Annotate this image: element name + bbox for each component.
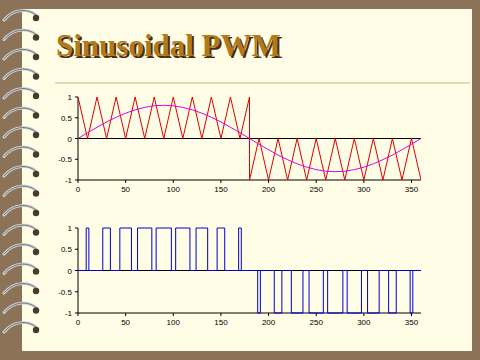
x-tick bbox=[78, 313, 79, 316]
x-tick bbox=[220, 180, 221, 183]
x-tick bbox=[220, 313, 221, 316]
plot-area bbox=[78, 228, 421, 313]
x-tick-label: 0 bbox=[76, 318, 81, 327]
x-tick bbox=[363, 313, 364, 316]
spiral-hole bbox=[33, 288, 39, 294]
x-tick-label: 250 bbox=[310, 318, 324, 327]
x-tick-label: 200 bbox=[262, 185, 276, 194]
spiral-hole bbox=[33, 112, 39, 118]
spiral-binding bbox=[4, 11, 39, 334]
y-tick-label: -1 bbox=[65, 309, 73, 318]
x-tick-label: 0 bbox=[76, 185, 81, 194]
y-tick-label: -0.5 bbox=[58, 288, 72, 297]
spiral-hole bbox=[33, 210, 39, 216]
x-tick bbox=[173, 313, 174, 316]
spiral-hole bbox=[33, 249, 39, 255]
x-tick bbox=[125, 180, 126, 183]
spiral-hole bbox=[33, 54, 39, 60]
spiral-hole bbox=[33, 190, 39, 196]
spiral-hole bbox=[33, 151, 39, 157]
y-tick-label: -1 bbox=[65, 176, 73, 185]
y-tick bbox=[75, 249, 78, 250]
spiral-hole bbox=[33, 93, 39, 99]
y-tick bbox=[75, 97, 78, 98]
series-line bbox=[78, 97, 421, 180]
x-tick bbox=[268, 180, 269, 183]
title-rule bbox=[55, 83, 470, 84]
y-tick-label: 0 bbox=[68, 135, 73, 144]
y-tick bbox=[75, 270, 78, 271]
y-tick-label: 0.5 bbox=[61, 114, 73, 123]
spiral-hole bbox=[33, 171, 39, 177]
x-tick bbox=[316, 180, 317, 183]
plot-area bbox=[78, 97, 421, 180]
x-tick bbox=[268, 313, 269, 316]
y-tick-label: 0 bbox=[68, 267, 73, 276]
x-tick-label: 200 bbox=[262, 318, 276, 327]
spiral-hole bbox=[33, 327, 39, 333]
y-tick-label: 0.5 bbox=[61, 245, 73, 254]
x-tick bbox=[363, 180, 364, 183]
x-tick bbox=[125, 313, 126, 316]
y-tick-label: -0.5 bbox=[58, 155, 72, 164]
x-tick bbox=[173, 180, 174, 183]
y-tick-label: 1 bbox=[68, 224, 73, 233]
x-tick-label: 150 bbox=[214, 185, 228, 194]
series-line bbox=[78, 228, 421, 313]
x-tick-label: 100 bbox=[167, 185, 181, 194]
spiral-hole bbox=[33, 34, 39, 40]
x-tick bbox=[411, 180, 412, 183]
y-tick bbox=[75, 117, 78, 118]
y-tick bbox=[75, 291, 78, 292]
chart-canvas: -1-0.500.51050100150200250300350-1-0.500… bbox=[0, 0, 480, 360]
y-tick-label: 1 bbox=[68, 93, 73, 102]
spiral-hole bbox=[33, 307, 39, 313]
x-tick-label: 100 bbox=[167, 318, 181, 327]
x-tick-label: 50 bbox=[121, 318, 130, 327]
x-tick-label: 250 bbox=[310, 185, 324, 194]
x-tick-label: 150 bbox=[214, 318, 228, 327]
chart-0: -1 -0.5 0 0.5 1 0 50 100 150 200 250 300 350 bbox=[58, 93, 421, 194]
x-tick-label: 350 bbox=[405, 318, 419, 327]
slide-title: Sinusoidal PWM bbox=[56, 28, 281, 64]
x-tick-label: 350 bbox=[405, 185, 419, 194]
x-tick-label: 50 bbox=[121, 185, 130, 194]
x-tick-label: 300 bbox=[357, 318, 371, 327]
y-tick bbox=[75, 138, 78, 139]
series-line bbox=[78, 105, 421, 171]
y-tick bbox=[75, 228, 78, 229]
spiral-hole bbox=[33, 15, 39, 21]
chart-1: -1 -0.5 0 0.5 1 0 50 100 150 200 250 300 350 bbox=[58, 224, 421, 327]
spiral-hole bbox=[33, 73, 39, 79]
spiral-hole bbox=[33, 229, 39, 235]
x-tick-label: 300 bbox=[357, 185, 371, 194]
x-tick bbox=[78, 180, 79, 183]
y-tick bbox=[75, 159, 78, 160]
spiral-hole bbox=[33, 268, 39, 274]
spiral-hole bbox=[33, 132, 39, 138]
